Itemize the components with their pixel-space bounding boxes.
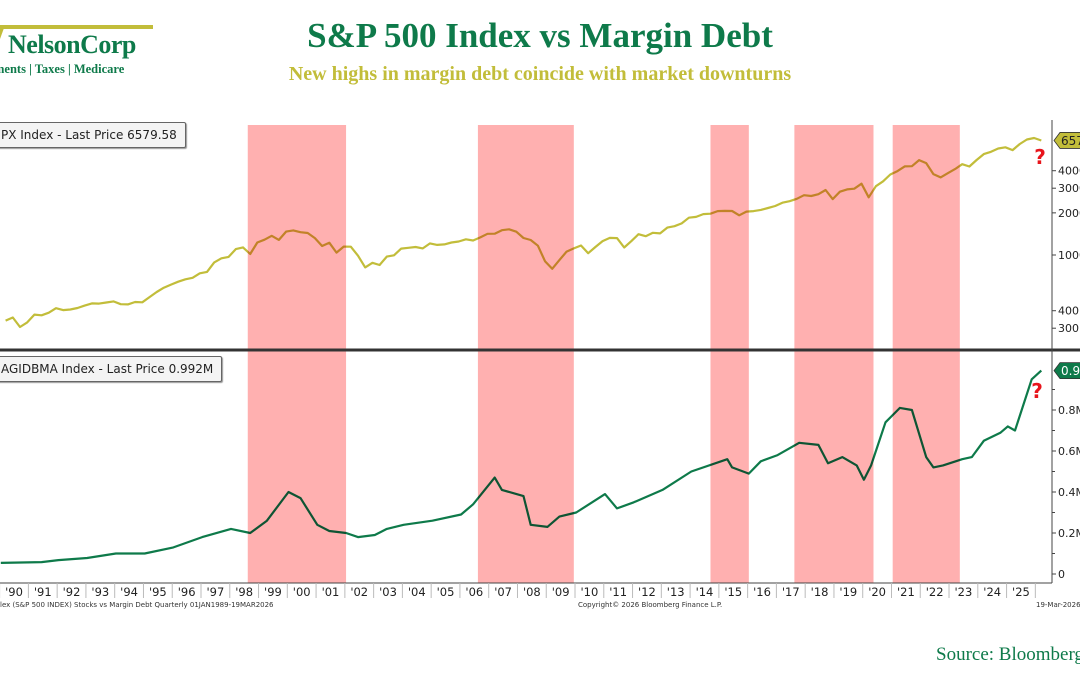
x-tick-label: '03 bbox=[379, 585, 397, 599]
x-tick-label: '21 bbox=[897, 585, 915, 599]
spx-y-tick-label: 300 bbox=[1058, 322, 1079, 335]
spx-last-price-tag-text: 6579.58 bbox=[1061, 134, 1080, 148]
source-note: Source: Bloomberg bbox=[936, 644, 1080, 665]
spx-y-tick-label: 2000 bbox=[1058, 207, 1080, 220]
shaded-period bbox=[477, 125, 574, 583]
shaded-period bbox=[794, 125, 874, 583]
x-tick-label: '23 bbox=[955, 585, 973, 599]
x-tick-label: '02 bbox=[350, 585, 368, 599]
x-tick-label: '99 bbox=[264, 585, 282, 599]
x-tick-label: '97 bbox=[206, 585, 224, 599]
margin-y-tick-label: 0.6M bbox=[1058, 445, 1080, 458]
logo-tagline: ments | Taxes | Medicare bbox=[0, 62, 125, 76]
x-tick-label: '08 bbox=[523, 585, 541, 599]
chart-title: S&P 500 Index vs Margin Debt bbox=[307, 16, 773, 55]
shaded-period bbox=[710, 125, 749, 583]
x-tick-label: '16 bbox=[753, 585, 771, 599]
spx-last-price-tag: 6579.58 bbox=[1053, 132, 1080, 149]
spx-y-tick-label: 400 bbox=[1058, 305, 1079, 318]
question-annotation: ? bbox=[1034, 145, 1046, 169]
x-tick-label: '00 bbox=[293, 585, 311, 599]
x-tick-label: '98 bbox=[235, 585, 253, 599]
x-tick-label: '22 bbox=[926, 585, 944, 599]
margin-last-price-tag: 0.992M bbox=[1053, 362, 1080, 380]
x-tick-label: '92 bbox=[63, 585, 81, 599]
x-tick-label: '19 bbox=[839, 585, 857, 599]
x-tick-label: '06 bbox=[465, 585, 483, 599]
x-tick-label: '14 bbox=[696, 585, 714, 599]
x-tick-label: '12 bbox=[638, 585, 656, 599]
logo-name: NelsonCorp bbox=[8, 30, 136, 59]
x-tick-label: '17 bbox=[782, 585, 800, 599]
spx-y-tick-label: 1000 bbox=[1058, 249, 1080, 262]
chart-subtitle: New highs in margin debt coincide with m… bbox=[288, 63, 792, 85]
shaded-period bbox=[892, 125, 960, 583]
margin-y-tick-label: 0.8M bbox=[1058, 404, 1080, 417]
margin-y-tick-label: 0.2M bbox=[1058, 527, 1080, 540]
margin-last-price-tag-text: 0.992M bbox=[1061, 364, 1080, 378]
question-annotation: ? bbox=[1031, 379, 1043, 403]
x-tick-label: '96 bbox=[178, 585, 196, 599]
x-tick-label: '07 bbox=[494, 585, 512, 599]
x-tick-label: '20 bbox=[868, 585, 886, 599]
x-tick-label: '05 bbox=[437, 585, 455, 599]
x-tick-label: '90 bbox=[5, 585, 23, 599]
x-tick-label: '25 bbox=[1012, 585, 1030, 599]
shaded-period bbox=[247, 125, 347, 583]
x-tick-label: '01 bbox=[322, 585, 340, 599]
x-tick-label: '95 bbox=[149, 585, 167, 599]
x-tick-label: '94 bbox=[120, 585, 138, 599]
x-tick-label: '09 bbox=[552, 585, 570, 599]
x-tick-label: '11 bbox=[609, 585, 627, 599]
margin-legend: AGIDBMA Index - Last Price 0.992M bbox=[0, 356, 223, 382]
spx-y-tick-label: 3000 bbox=[1058, 182, 1080, 195]
footnote-date: 19-Mar-2026 1 bbox=[1036, 601, 1080, 609]
x-tick-label: '10 bbox=[581, 585, 599, 599]
x-tick-label: '91 bbox=[34, 585, 52, 599]
x-tick-label: '13 bbox=[667, 585, 685, 599]
x-tick-label: '93 bbox=[91, 585, 109, 599]
margin-last-price-tag-shape bbox=[1053, 362, 1080, 380]
x-tick-label: '24 bbox=[983, 585, 1001, 599]
spx-legend: PX Index - Last Price 6579.58 bbox=[0, 122, 186, 148]
x-tick-label: '15 bbox=[724, 585, 742, 599]
x-tick-label: '04 bbox=[408, 585, 426, 599]
spx-last-price-tag-shape bbox=[1053, 132, 1080, 149]
margin-y-tick-label: 0 bbox=[1058, 568, 1065, 581]
footnote-copyright: Copyright© 2026 Bloomberg Finance L.P. bbox=[578, 601, 723, 609]
footnote-left: lex (S&P 500 INDEX) Stocks vs Margin Deb… bbox=[0, 601, 274, 609]
x-tick-label: '18 bbox=[811, 585, 829, 599]
margin-y-tick-label: 0.4M bbox=[1058, 486, 1080, 499]
logo-bar bbox=[0, 25, 153, 29]
